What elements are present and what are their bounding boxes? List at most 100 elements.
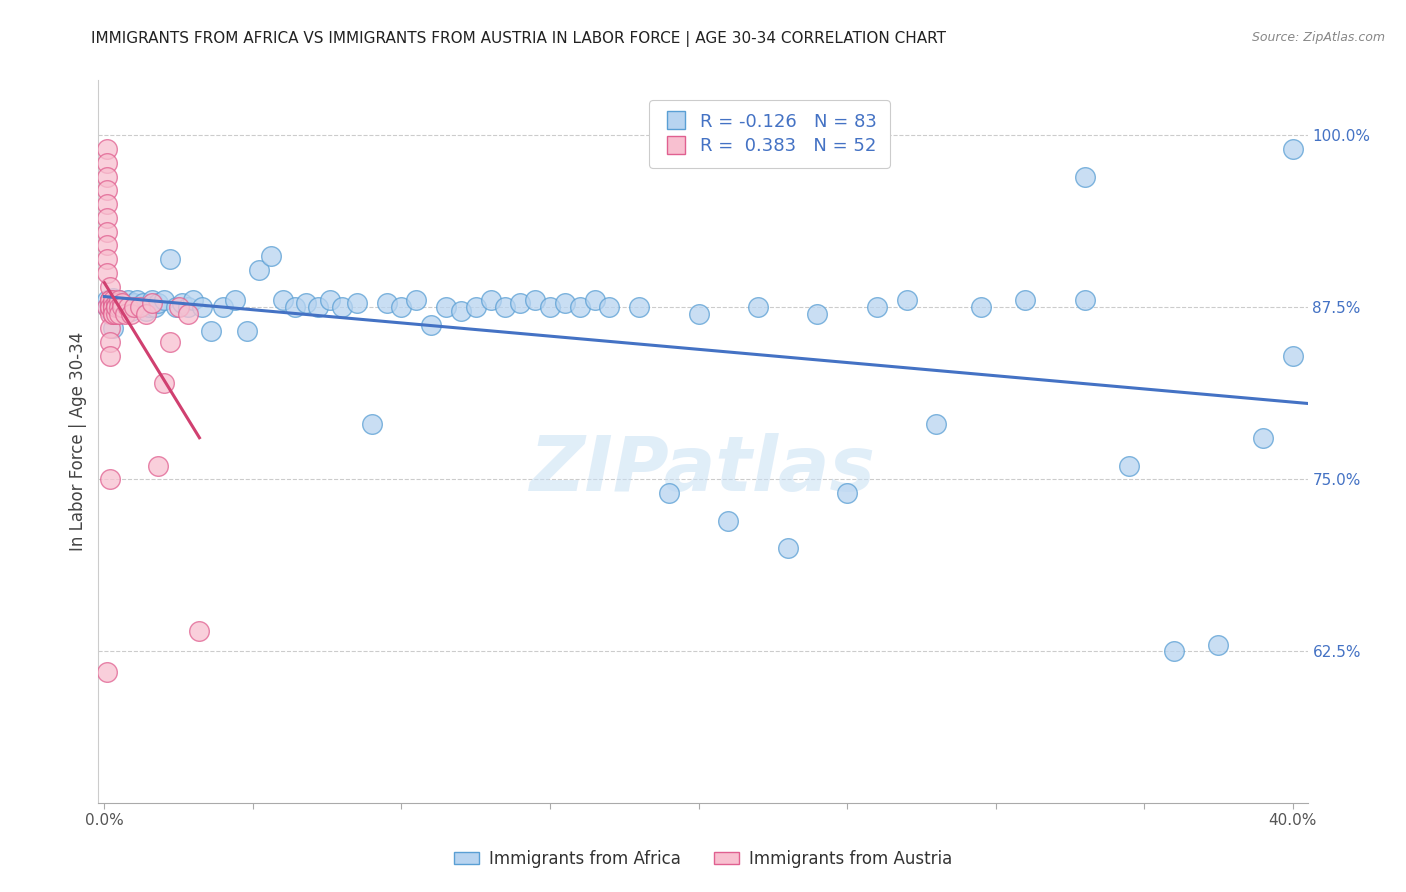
Point bbox=[132, 296, 155, 310]
Point bbox=[129, 301, 152, 315]
Point bbox=[434, 301, 457, 315]
Point bbox=[970, 301, 993, 315]
Point bbox=[598, 301, 620, 315]
Point bbox=[98, 349, 121, 363]
Point bbox=[103, 296, 125, 310]
Point bbox=[188, 624, 211, 638]
Point bbox=[346, 296, 368, 310]
Point bbox=[146, 296, 169, 310]
Point bbox=[98, 301, 121, 315]
Point bbox=[98, 304, 121, 318]
Point bbox=[96, 293, 118, 308]
Point bbox=[114, 301, 136, 315]
Point bbox=[375, 296, 398, 310]
Point bbox=[122, 301, 145, 315]
Point bbox=[835, 486, 858, 500]
Point bbox=[98, 301, 121, 315]
Point bbox=[141, 296, 163, 310]
Point bbox=[405, 293, 427, 308]
Legend: Immigrants from Africa, Immigrants from Austria: Immigrants from Africa, Immigrants from … bbox=[447, 844, 959, 875]
Point bbox=[96, 142, 118, 156]
Point bbox=[108, 293, 131, 308]
Point bbox=[152, 293, 174, 308]
Point bbox=[108, 307, 131, 321]
Point bbox=[260, 249, 283, 263]
Point bbox=[135, 304, 157, 318]
Point bbox=[122, 296, 145, 310]
Point bbox=[391, 301, 413, 315]
Point bbox=[295, 296, 318, 310]
Point bbox=[628, 301, 651, 315]
Point bbox=[307, 301, 329, 315]
Point bbox=[152, 376, 174, 390]
Point bbox=[103, 291, 125, 305]
Legend: R = -0.126   N = 83, R =  0.383   N = 52: R = -0.126 N = 83, R = 0.383 N = 52 bbox=[650, 100, 890, 168]
Point bbox=[717, 514, 740, 528]
Point bbox=[143, 301, 166, 315]
Point bbox=[111, 296, 134, 310]
Point bbox=[554, 296, 576, 310]
Point bbox=[96, 665, 118, 679]
Point bbox=[159, 252, 181, 267]
Point bbox=[96, 183, 118, 197]
Point bbox=[98, 279, 121, 293]
Point bbox=[138, 301, 160, 315]
Point bbox=[866, 301, 889, 315]
Point bbox=[122, 301, 145, 315]
Text: IMMIGRANTS FROM AFRICA VS IMMIGRANTS FROM AUSTRIA IN LABOR FORCE | AGE 30-34 COR: IMMIGRANTS FROM AFRICA VS IMMIGRANTS FRO… bbox=[91, 31, 946, 47]
Point bbox=[108, 304, 131, 318]
Point bbox=[1208, 638, 1230, 652]
Point bbox=[129, 301, 152, 315]
Point bbox=[538, 301, 561, 315]
Point bbox=[170, 296, 193, 310]
Point bbox=[176, 307, 198, 321]
Point bbox=[96, 252, 118, 267]
Point bbox=[117, 301, 139, 315]
Point bbox=[96, 266, 118, 280]
Point bbox=[96, 169, 118, 184]
Point bbox=[583, 293, 606, 308]
Point bbox=[688, 307, 710, 321]
Text: Source: ZipAtlas.com: Source: ZipAtlas.com bbox=[1251, 31, 1385, 45]
Point bbox=[98, 472, 121, 486]
Point bbox=[96, 301, 118, 315]
Point bbox=[98, 334, 121, 349]
Point bbox=[96, 238, 118, 252]
Point bbox=[479, 293, 502, 308]
Point bbox=[96, 301, 118, 315]
Point bbox=[125, 293, 148, 308]
Point bbox=[98, 293, 121, 308]
Point bbox=[103, 301, 125, 315]
Point bbox=[1014, 293, 1036, 308]
Point bbox=[212, 301, 235, 315]
Point bbox=[98, 307, 121, 321]
Text: ZIPatlas: ZIPatlas bbox=[530, 434, 876, 508]
Point bbox=[747, 301, 769, 315]
Point bbox=[1251, 431, 1274, 445]
Point bbox=[103, 301, 125, 315]
Point bbox=[183, 293, 205, 308]
Point bbox=[96, 156, 118, 170]
Point bbox=[1074, 293, 1097, 308]
Point bbox=[191, 301, 214, 315]
Point bbox=[236, 324, 259, 338]
Point bbox=[896, 293, 918, 308]
Point bbox=[176, 301, 198, 315]
Point bbox=[98, 293, 121, 308]
Point bbox=[658, 486, 681, 500]
Point bbox=[120, 304, 142, 318]
Point bbox=[806, 307, 828, 321]
Point bbox=[108, 293, 131, 308]
Point bbox=[1163, 644, 1185, 658]
Point bbox=[224, 293, 246, 308]
Point bbox=[159, 334, 181, 349]
Point bbox=[283, 301, 305, 315]
Point bbox=[1281, 142, 1303, 156]
Point bbox=[509, 296, 531, 310]
Point bbox=[105, 307, 128, 321]
Point bbox=[450, 304, 472, 318]
Point bbox=[117, 293, 139, 308]
Point bbox=[1074, 169, 1097, 184]
Point bbox=[1118, 458, 1140, 473]
Point bbox=[360, 417, 382, 432]
